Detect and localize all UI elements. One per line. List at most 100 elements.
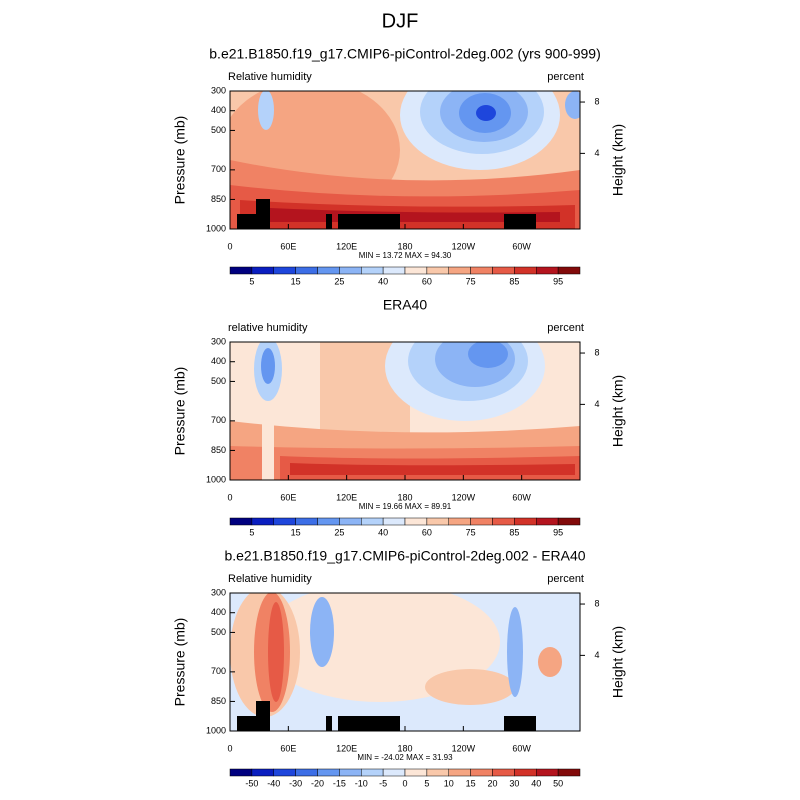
left-label: Relative humidity — [228, 573, 312, 585]
colorbar-label: -10 — [355, 778, 368, 788]
right-label: percent — [547, 71, 584, 83]
panel: b.e21.B1850.f19_g17.CMIP6-piControl-2deg… — [172, 46, 626, 287]
colorbar-label: 95 — [553, 276, 563, 286]
colorbar-label: 60 — [422, 276, 432, 286]
colorbar-box — [426, 266, 449, 275]
colorbar-box — [251, 266, 274, 275]
colorbar-label: 60 — [422, 527, 432, 537]
y2-axis-label: Height (km) — [610, 124, 626, 196]
x-tick-label: 0 — [227, 492, 232, 502]
field — [230, 91, 580, 229]
field — [230, 342, 580, 480]
y-tick-label: 300 — [211, 336, 226, 346]
x-tick-label: 60E — [280, 492, 296, 502]
colorbar-box — [514, 768, 537, 777]
colorbar-box — [470, 768, 493, 777]
y-axis-label: Pressure (mb) — [172, 116, 188, 205]
colorbar-label: -30 — [289, 778, 302, 788]
panel-title: b.e21.B1850.f19_g17.CMIP6-piControl-2deg… — [224, 548, 585, 564]
colorbar-label: 75 — [466, 527, 476, 537]
colorbar-box — [317, 768, 340, 777]
colorbar-label: 30 — [509, 778, 519, 788]
left-label: Relative humidity — [228, 71, 312, 83]
x-tick-label: 60E — [280, 241, 296, 251]
colorbar-box — [382, 517, 406, 526]
y-tick-label: 300 — [211, 587, 226, 597]
min-max: MIN = -24.02 MAX = 31.93 — [357, 753, 453, 762]
colorbar-box — [536, 768, 559, 777]
colorbar-label: -50 — [245, 778, 258, 788]
y-tick-label: 1000 — [206, 474, 226, 484]
colorbar-label: 25 — [334, 527, 344, 537]
x-tick-label: 60W — [512, 743, 531, 753]
y-tick-label: 500 — [211, 627, 226, 637]
colorbar-label: 0 — [402, 778, 407, 788]
colorbar-label: 85 — [509, 527, 519, 537]
colorbar-box — [557, 517, 581, 526]
x-tick-label: 120W — [452, 743, 476, 753]
left-label: relative humidity — [228, 322, 308, 334]
colorbar-box — [339, 768, 362, 777]
y-tick-label: 850 — [211, 445, 226, 455]
min-max: MIN = 19.66 MAX = 89.91 — [359, 502, 452, 511]
colorbar-box — [382, 768, 406, 777]
colorbar-box — [382, 266, 406, 275]
colorbar-box — [426, 768, 449, 777]
colorbar-box — [273, 266, 296, 275]
colorbar-label: -40 — [267, 778, 280, 788]
colorbar-box — [317, 517, 340, 526]
right-label: percent — [547, 573, 584, 585]
y2-axis-label: Height (km) — [610, 375, 626, 447]
colorbar-label: 25 — [334, 276, 344, 286]
x-tick-label: 120E — [336, 241, 357, 251]
colorbar-label: 15 — [466, 778, 476, 788]
y2-tick-label: 8 — [594, 598, 599, 608]
colorbar-label: 15 — [291, 276, 301, 286]
colorbar-box — [557, 266, 581, 275]
colorbar-box — [514, 266, 537, 275]
colorbar-label: 40 — [378, 276, 388, 286]
colorbar-box — [470, 266, 493, 275]
colorbar-label: 10 — [444, 778, 454, 788]
y-tick-label: 1000 — [206, 725, 226, 735]
colorbar-box — [470, 517, 493, 526]
colorbar-label: -5 — [379, 778, 387, 788]
y-tick-label: 400 — [211, 356, 226, 366]
colorbar-box — [361, 768, 384, 777]
colorbar-label: 20 — [487, 778, 497, 788]
x-tick-label: 60W — [512, 492, 531, 502]
colorbar-label: 95 — [553, 527, 563, 537]
colorbar-label: 40 — [378, 527, 388, 537]
colorbar-label: -15 — [333, 778, 346, 788]
x-tick-label: 120W — [452, 241, 476, 251]
colorbar-box — [273, 768, 296, 777]
colorbar-label: 5 — [424, 778, 429, 788]
y-tick-label: 700 — [211, 666, 226, 676]
colorbar-label: 15 — [291, 527, 301, 537]
x-tick-label: 60W — [512, 241, 531, 251]
x-tick-label: 180 — [397, 743, 412, 753]
colorbar-box — [514, 517, 537, 526]
colorbar-box — [557, 768, 581, 777]
colorbar-box — [295, 517, 318, 526]
y-axis-label: Pressure (mb) — [172, 367, 188, 456]
x-tick-label: 120W — [452, 492, 476, 502]
panel: b.e21.B1850.f19_g17.CMIP6-piControl-2deg… — [172, 548, 626, 789]
colorbar-label: 50 — [553, 778, 563, 788]
colorbar-box — [273, 517, 296, 526]
y-tick-label: 850 — [211, 194, 226, 204]
colorbar-box — [295, 768, 318, 777]
right-label: percent — [547, 322, 584, 334]
colorbar-label: 75 — [466, 276, 476, 286]
colorbar-box — [229, 266, 253, 275]
colorbar-box — [295, 266, 318, 275]
y-tick-label: 850 — [211, 696, 226, 706]
colorbar-box — [361, 517, 384, 526]
colorbar-box — [448, 768, 471, 777]
y-tick-label: 400 — [211, 607, 226, 617]
colorbar-box — [404, 266, 428, 275]
colorbar-box — [426, 517, 449, 526]
colorbar-box — [536, 266, 559, 275]
x-tick-label: 0 — [227, 743, 232, 753]
